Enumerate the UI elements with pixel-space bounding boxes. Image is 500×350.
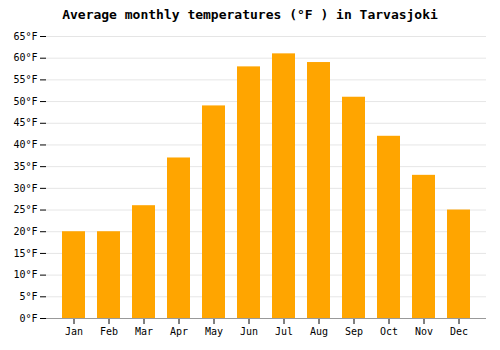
svg-text:0°F: 0°F xyxy=(19,313,37,324)
svg-text:Jun: Jun xyxy=(240,326,258,337)
svg-text:20°F: 20°F xyxy=(13,226,37,237)
svg-text:60°F: 60°F xyxy=(13,52,37,63)
svg-text:40°F: 40°F xyxy=(13,139,37,150)
svg-text:65°F: 65°F xyxy=(13,31,37,42)
svg-text:55°F: 55°F xyxy=(13,74,37,85)
svg-text:Jul: Jul xyxy=(275,326,293,337)
svg-text:Nov: Nov xyxy=(415,326,433,337)
svg-text:30°F: 30°F xyxy=(13,183,37,194)
svg-text:10°F: 10°F xyxy=(13,269,37,280)
svg-text:Jan: Jan xyxy=(65,326,83,337)
svg-text:35°F: 35°F xyxy=(13,161,37,172)
html-text:Average monthly temperatures (: Average monthly temperatures (°F ) in Ta… xyxy=(62,7,438,22)
svg-text:Feb: Feb xyxy=(100,326,118,337)
svg-text:25°F: 25°F xyxy=(13,204,37,215)
svg-text:50°F: 50°F xyxy=(13,96,37,107)
svg-text:Mar: Mar xyxy=(135,326,153,337)
svg-text:45°F: 45°F xyxy=(13,117,37,128)
svg-text:Dec: Dec xyxy=(450,326,468,337)
svg-text:15°F: 15°F xyxy=(13,248,37,259)
svg-text:5°F: 5°F xyxy=(19,291,37,302)
svg-text:Aug: Aug xyxy=(310,326,328,337)
svg-text:Apr: Apr xyxy=(170,326,188,337)
svg-text:May: May xyxy=(205,326,223,337)
svg-text:Oct: Oct xyxy=(380,326,398,337)
svg-text:Sep: Sep xyxy=(345,326,363,337)
